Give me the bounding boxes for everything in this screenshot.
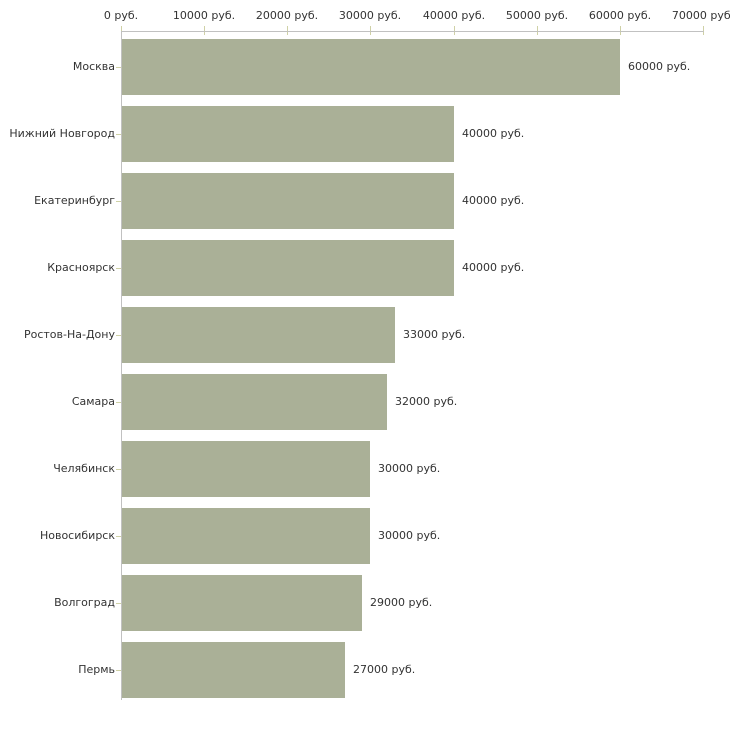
- x-axis-tick-label: 40000 руб.: [422, 9, 486, 22]
- y-axis-tick: [116, 469, 121, 470]
- x-axis-tick-label: 10000 руб.: [172, 9, 236, 22]
- bar: [122, 441, 370, 497]
- category-label: Челябинск: [53, 462, 115, 475]
- x-axis-tick: [204, 26, 205, 35]
- x-axis-tick-label: 60000 руб.: [588, 9, 652, 22]
- value-label: 40000 руб.: [462, 194, 525, 207]
- bar: [122, 575, 362, 631]
- y-axis-tick: [116, 134, 121, 135]
- category-label: Нижний Новгород: [9, 127, 115, 140]
- bar: [122, 240, 454, 296]
- bar: [122, 39, 620, 95]
- value-label: 40000 руб.: [462, 261, 525, 274]
- x-axis-tick: [121, 26, 122, 35]
- category-label: Пермь: [78, 663, 115, 676]
- x-axis-tick: [703, 26, 704, 35]
- y-axis-line: [121, 31, 122, 700]
- y-axis-tick: [116, 536, 121, 537]
- x-axis-tick: [370, 26, 371, 35]
- value-label: 40000 руб.: [462, 127, 525, 140]
- value-label: 27000 руб.: [353, 663, 416, 676]
- category-label: Самара: [71, 395, 115, 408]
- y-axis-tick: [116, 201, 121, 202]
- value-label: 30000 руб.: [378, 529, 441, 542]
- x-axis-tick: [454, 26, 455, 35]
- x-axis-line: [121, 31, 704, 32]
- value-label: 29000 руб.: [370, 596, 433, 609]
- category-label: Ростов-На-Дону: [23, 328, 115, 341]
- category-label: Екатеринбург: [34, 194, 115, 207]
- y-axis-tick: [116, 402, 121, 403]
- category-label: Москва: [72, 60, 115, 73]
- category-label: Красноярск: [47, 261, 115, 274]
- value-label: 32000 руб.: [395, 395, 458, 408]
- x-axis-tick-label: 70000 руб.: [671, 9, 730, 22]
- x-axis-tick-label: 30000 руб.: [338, 9, 402, 22]
- category-label: Волгоград: [54, 596, 115, 609]
- y-axis-tick: [116, 335, 121, 336]
- x-axis-tick: [620, 26, 621, 35]
- value-label: 33000 руб.: [403, 328, 466, 341]
- y-axis-tick: [116, 603, 121, 604]
- x-axis-tick: [287, 26, 288, 35]
- category-label: Новосибирск: [39, 529, 115, 542]
- x-axis-tick-label: 0 руб.: [103, 9, 139, 22]
- y-axis-tick: [116, 670, 121, 671]
- value-label: 30000 руб.: [378, 462, 441, 475]
- x-axis-tick-label: 20000 руб.: [255, 9, 319, 22]
- bar: [122, 374, 387, 430]
- bar: [122, 508, 370, 564]
- bar: [122, 173, 454, 229]
- value-label: 60000 руб.: [628, 60, 691, 73]
- bar: [122, 106, 454, 162]
- x-axis-tick: [537, 26, 538, 35]
- bar: [122, 642, 345, 698]
- x-axis-tick-label: 50000 руб.: [505, 9, 569, 22]
- bar: [122, 307, 395, 363]
- y-axis-tick: [116, 268, 121, 269]
- y-axis-tick: [116, 67, 121, 68]
